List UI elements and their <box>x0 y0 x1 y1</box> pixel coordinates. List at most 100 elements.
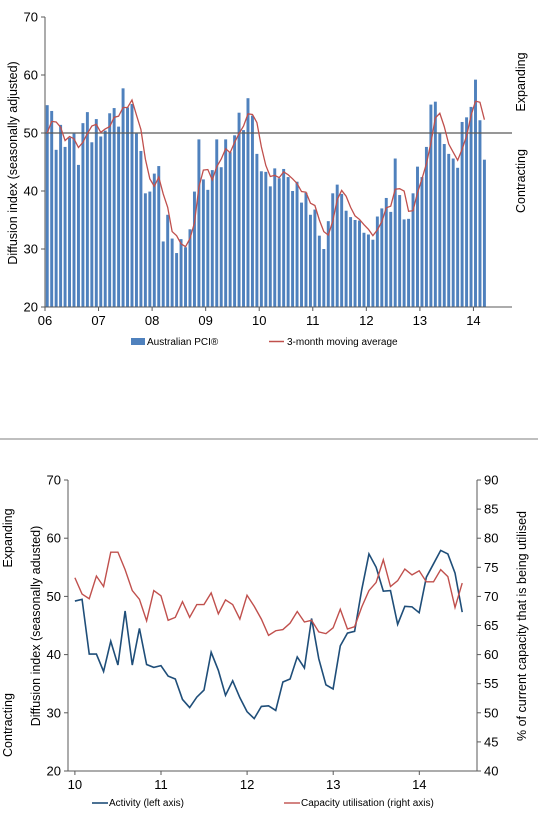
pci-y-tick-label: 20 <box>24 300 38 315</box>
pci-bar <box>76 164 80 307</box>
pci-bar <box>424 146 428 307</box>
pci-bar <box>268 186 272 307</box>
pci-bar <box>139 150 143 307</box>
right-y-tick-label: 50 <box>484 705 498 720</box>
activity-x-tick-label: 14 <box>412 777 426 792</box>
pci-bar <box>295 181 299 307</box>
pci-x-tick-label: 06 <box>38 313 52 328</box>
pci-bar <box>358 220 361 307</box>
pci-bar <box>326 221 330 307</box>
pci-bar <box>304 192 308 307</box>
pci-bar <box>85 112 89 308</box>
left-y-tick-label: 60 <box>47 531 61 546</box>
left-y-tick-label: 30 <box>47 705 61 720</box>
pci-bar <box>317 235 321 307</box>
right-y-tick-label: 85 <box>484 502 498 517</box>
expanding-label: Expanding <box>514 52 528 111</box>
pci-x-tick-label: 12 <box>359 313 373 328</box>
right-y-tick-label: 40 <box>484 764 498 779</box>
pci-x-tick-label: 08 <box>145 313 159 328</box>
pci-bar <box>366 234 370 307</box>
pci-bar <box>94 119 98 307</box>
pci-bar <box>215 139 219 307</box>
pci-x-tick-label: 11 <box>306 313 320 328</box>
pci-bar <box>407 218 411 307</box>
pci-bar <box>291 191 295 307</box>
right-y-tick-label: 55 <box>484 676 498 691</box>
pci-bar <box>54 149 58 307</box>
pci-bar <box>273 168 277 307</box>
pci-bar <box>308 214 312 307</box>
contracting-label-bottom: Contracting <box>1 693 15 757</box>
left-y-tick-label: 40 <box>47 647 61 662</box>
pci-bar <box>474 79 477 307</box>
pci-legend: Australian PCI® 3-month moving average <box>131 337 398 348</box>
pci-bar <box>143 193 147 307</box>
pci-bar <box>478 120 482 308</box>
pci-bar <box>322 249 326 307</box>
pci-x-tick-label: 09 <box>198 313 212 328</box>
moving-average-legend-label: 3-month moving average <box>287 337 398 348</box>
pci-bar <box>81 123 85 307</box>
pci-y-tick-label: 40 <box>24 184 38 199</box>
pci-bar <box>398 195 402 307</box>
pci-bar <box>451 158 455 307</box>
activity-x-tick-label: 11 <box>154 777 168 792</box>
right-y-tick-label: 65 <box>484 618 498 633</box>
right-y-tick-label: 80 <box>484 531 498 546</box>
pci-bar <box>59 124 63 307</box>
pci-bar <box>130 104 134 307</box>
pci-bar <box>433 101 437 308</box>
pci-bar <box>157 166 161 307</box>
pci-bar <box>201 179 205 307</box>
right-y-tick-label: 45 <box>484 734 498 749</box>
pci-bar <box>371 239 375 307</box>
pci-bar <box>117 126 121 308</box>
activity-line <box>74 549 463 720</box>
pci-bar <box>45 105 49 307</box>
pci-bar <box>184 247 187 307</box>
pci-bar <box>90 142 94 307</box>
pci-bar <box>393 158 397 307</box>
pci-bar <box>161 241 165 307</box>
pci-bar <box>344 210 348 307</box>
pci-bar <box>389 211 393 307</box>
pci-bar <box>469 106 473 308</box>
pci-bar <box>286 177 290 307</box>
pci-bar <box>340 193 344 307</box>
pci-bar <box>447 153 451 307</box>
pci-bar <box>170 238 174 307</box>
pci-bar <box>108 113 112 307</box>
activity-x-tick-label: 10 <box>68 777 82 792</box>
pci-bar <box>416 166 419 307</box>
pci-bar <box>465 117 469 307</box>
pci-bar <box>335 184 339 307</box>
pci-bar <box>420 177 424 307</box>
pci-bar <box>242 130 245 307</box>
pci-x-tick-label: 14 <box>466 313 480 328</box>
pci-bar <box>442 144 446 307</box>
pci-bar <box>349 217 353 307</box>
pci-bar <box>103 130 107 307</box>
right-y-tick-label: 75 <box>484 560 498 575</box>
capacity-utilisation-line <box>74 551 463 637</box>
pci-bar <box>175 253 179 307</box>
activity-x-tick-label: 12 <box>240 777 254 792</box>
pci-bar <box>206 189 210 307</box>
pci-bar <box>210 170 214 307</box>
pci-chart: Diffusion index (seasonally adjusted) Ex… <box>6 10 528 349</box>
pci-bar <box>384 197 388 307</box>
pci-bar <box>68 137 71 307</box>
pci-bar <box>402 219 406 307</box>
pci-bar <box>375 216 379 307</box>
pci-y-tick-label: 50 <box>24 126 38 141</box>
pci-bar <box>121 88 125 307</box>
activity-capacity-chart: Expanding Contracting Diffusion index (s… <box>1 473 529 810</box>
activity-legend-label: Activity (left axis) <box>109 798 184 809</box>
pci-bar <box>429 104 433 307</box>
pci-bar <box>228 152 232 307</box>
pci-bar <box>259 171 263 307</box>
pci-axes: 20 30 40 50 60 70 06 07 08 09 10 11 12 13 14 <box>24 10 512 328</box>
pci-bar <box>313 209 317 307</box>
